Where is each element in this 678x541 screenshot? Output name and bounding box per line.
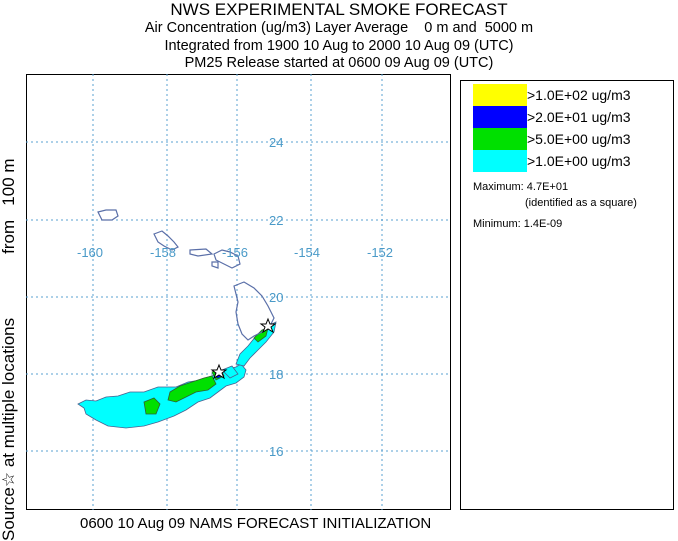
source-side-label: Source☆ at multiple locations from 100 m — [0, 51, 19, 541]
island-niihau — [97, 209, 119, 221]
map-canvas: -160 -158 -156 -154 -152 24 22 20 18 16 — [26, 74, 451, 510]
source-star-icon — [210, 363, 228, 380]
legend-label: >2.0E+01 ug/m3 — [527, 109, 631, 125]
island-molokai — [189, 248, 214, 257]
legend-panel: >1.0E+02 ug/m3 >2.0E+01 ug/m3 >5.0E+00 u… — [460, 80, 674, 510]
island-lanai — [211, 261, 219, 269]
lat-label: 22 — [269, 213, 283, 228]
graticule — [26, 74, 451, 510]
lat-label: 24 — [269, 135, 283, 150]
source-star-icon — [259, 317, 277, 334]
lon-label: -158 — [150, 245, 176, 260]
legend-swatch-blue — [473, 106, 527, 128]
release-start: PM25 Release started at 0600 09 Aug 09 (… — [184, 55, 494, 71]
lon-label: -160 — [77, 245, 103, 260]
lat-label: 20 — [269, 290, 283, 305]
source-label-part2: from 100 m — [0, 158, 18, 254]
coastlines — [97, 209, 275, 341]
legend-swatch-green — [473, 128, 527, 150]
legend-label: >1.0E+00 ug/m3 — [527, 153, 631, 169]
legend-swatch-cyan — [473, 150, 527, 172]
island-big-island — [233, 281, 275, 341]
legend-swatch-yellow — [473, 84, 527, 106]
latitude-labels: 24 22 20 18 16 — [269, 135, 283, 459]
source-label-part1: Source☆ at multiple locations — [0, 317, 18, 541]
legend-label: >5.0E+00 ug/m3 — [527, 131, 631, 147]
forecast-initialization: 0600 10 Aug 09 NAMS FORECAST INITIALIZAT… — [80, 515, 432, 532]
lat-label: 16 — [269, 444, 283, 459]
lon-label: -154 — [294, 245, 320, 260]
maximum-value: Maximum: 4.7E+01 — [473, 181, 569, 193]
island-oahu — [153, 230, 179, 251]
forecast-title: NWS EXPERIMENTAL SMOKE FORECAST — [170, 0, 508, 19]
lat-label: 18 — [269, 367, 283, 382]
island-maui — [213, 249, 241, 269]
legend-label: >1.0E+02 ug/m3 — [527, 87, 631, 103]
lon-label: -156 — [222, 245, 248, 260]
maximum-note: (identified as a square) — [525, 197, 637, 209]
minimum-value: Minimum: 1.4E-09 — [473, 218, 563, 230]
longitude-labels: -160 -158 -156 -154 -152 — [77, 245, 393, 260]
concentration-subtitle: Air Concentration (ug/m3) Layer Average … — [144, 20, 534, 36]
map-panel: -160 -158 -156 -154 -152 24 22 20 18 16 — [26, 74, 451, 510]
integration-period: Integrated from 1900 10 Aug to 2000 10 A… — [164, 38, 514, 54]
lon-label: -152 — [367, 245, 393, 260]
source-markers — [210, 317, 277, 380]
